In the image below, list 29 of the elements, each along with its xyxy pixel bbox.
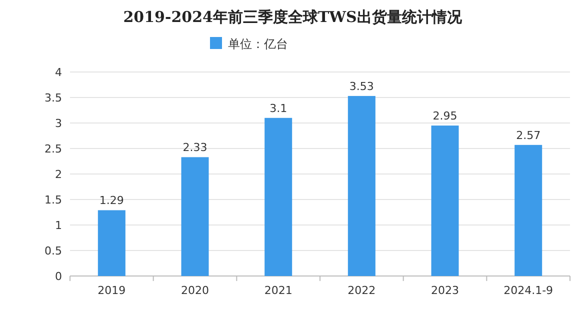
y-tick-label: 3 [55, 117, 62, 130]
y-tick-label: 3.5 [44, 92, 62, 104]
legend-label: 单位：亿台 [228, 37, 288, 51]
data-label: 1.29 [99, 194, 124, 208]
y-tick-label: 4 [55, 66, 62, 79]
x-tick-label: 2022 [348, 284, 376, 297]
bar [348, 96, 376, 276]
x-tick-label: 2021 [264, 284, 292, 297]
data-label: 2.57 [516, 128, 541, 142]
x-tick-label: 2020 [181, 284, 209, 297]
bar [514, 144, 542, 276]
data-label: 2.33 [182, 141, 208, 154]
y-tick-label: 1.5 [44, 194, 62, 206]
y-tick-label: 2.5 [44, 142, 62, 156]
bar [264, 118, 292, 276]
bar [98, 210, 126, 276]
y-tick-label: 0.5 [44, 244, 62, 258]
data-label: 3.1 [270, 102, 288, 115]
y-tick-label: 0 [55, 270, 62, 283]
y-tick-label: 1 [55, 219, 62, 232]
x-tick-label: 2024.1-9 [504, 284, 554, 297]
data-label: 3.53 [349, 80, 374, 93]
bar [431, 126, 459, 276]
data-label: 2.95 [432, 110, 458, 123]
x-tick-label: 2023 [431, 284, 459, 297]
bar [181, 157, 209, 276]
y-tick-label: 2 [55, 168, 62, 181]
x-tick-label: 2019 [98, 284, 126, 297]
chart-title: 2019-2024年前三季度全球TWS出货量统计情况 [123, 8, 463, 26]
